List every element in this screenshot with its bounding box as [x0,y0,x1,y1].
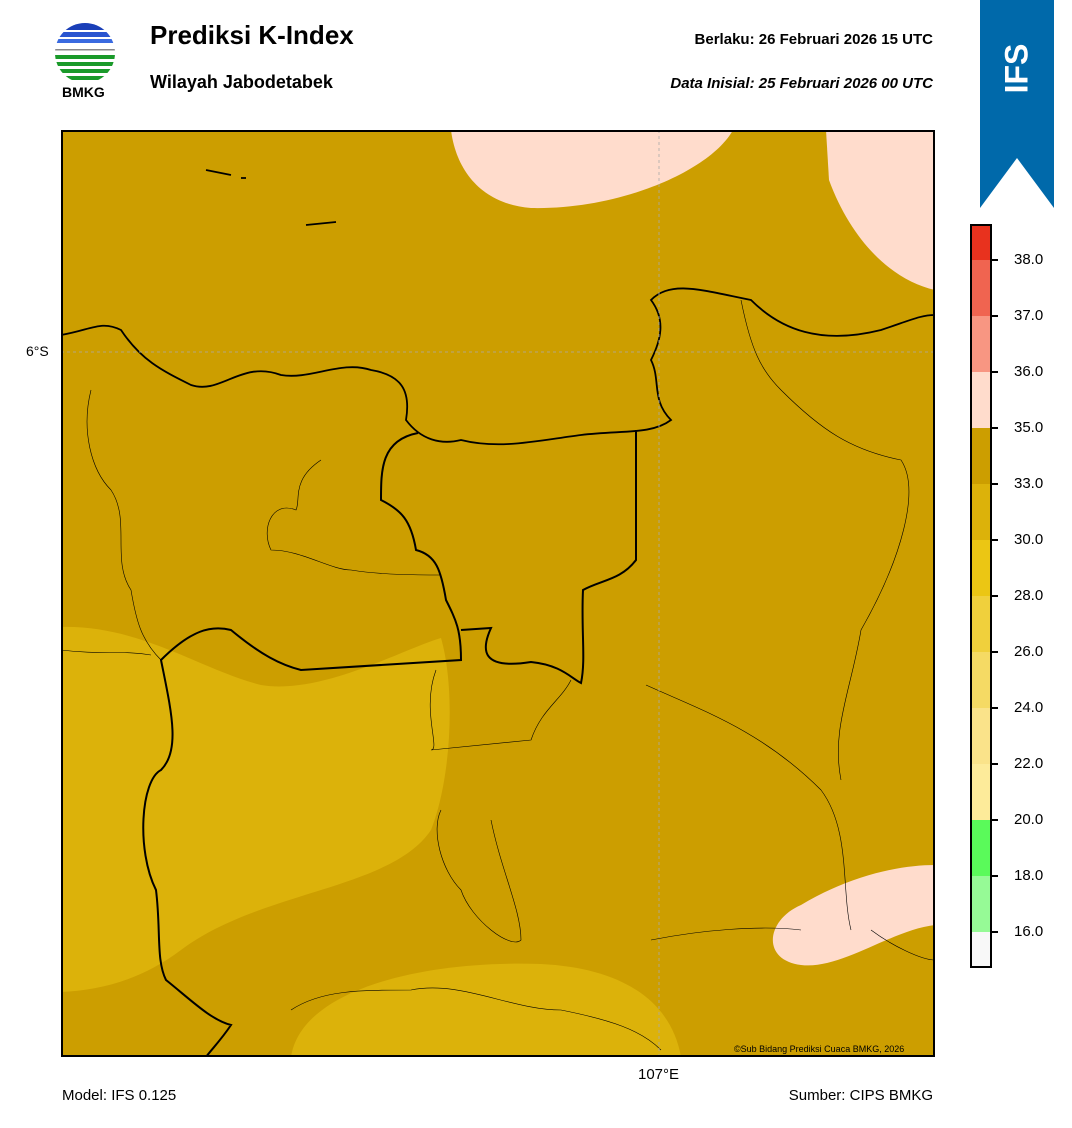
k-index-map [61,130,935,1057]
colorbar-tick [990,763,998,765]
colorbar-tick [990,707,998,709]
colorbar-tick-label: 33.0 [1014,475,1044,492]
colorbar-tick-label: 36.0 [1014,363,1044,380]
colorbar-swatch [972,764,990,820]
class-30-33-area-west [61,626,450,992]
colorbar-tick-label: 28.0 [1014,587,1044,604]
colorbar-swatch [972,540,990,596]
class-35-36-area-northeast [826,130,935,290]
colorbar-tick [990,259,998,261]
colorbar-tick [990,539,998,541]
colorbar-tick-label: 16.0 [1014,923,1044,940]
colorbar-swatch [972,596,990,652]
colorbar-tick-label: 35.0 [1014,419,1044,436]
colorbar-tick-label: 38.0 [1014,251,1044,268]
colorbar-tick-label: 37.0 [1014,307,1044,324]
colorbar-tick-label: 20.0 [1014,811,1044,828]
colorbar-tick [990,371,998,373]
colorbar-tick [990,315,998,317]
colorbar-tick [990,483,998,485]
colorbar-swatch [972,484,990,540]
valid-time: Berlaku: 26 Februari 2026 15 UTC [694,31,933,48]
class-30-33-area-south [291,963,681,1057]
ifs-ribbon [980,0,1054,208]
colorbar [970,224,992,968]
colorbar-swatch [972,372,990,428]
colorbar-tick [990,427,998,429]
province-border [142,430,637,1057]
ifs-badge: IFS [998,43,1035,94]
map-frame [61,130,935,1057]
colorbar-swatch [972,260,990,316]
logo-text: BMKG [62,84,105,100]
class-35-36-area-southeast [772,865,935,966]
colorbar-swatch [972,708,990,764]
graticule [61,130,935,1057]
regency-borders [61,299,935,1051]
class-35-36-area-north [451,130,733,209]
colorbar-swatch [972,932,990,966]
colorbar-swatch [972,820,990,876]
colorbar-tick-label: 30.0 [1014,531,1044,548]
colorbar-swatch [972,876,990,932]
colorbar-swatch [972,652,990,708]
colorbar-swatch [972,226,990,260]
colorbar-tick-label: 24.0 [1014,699,1044,716]
latitude-label: 6°S [26,343,49,359]
colorbar-tick [990,819,998,821]
colorbar-tick-label: 26.0 [1014,643,1044,660]
bmkg-logo [55,23,115,80]
page-subtitle: Wilayah Jabodetabek [150,72,333,92]
colorbar-tick [990,651,998,653]
coastline [61,169,935,446]
initial-time: Data Inisial: 25 Februari 2026 00 UTC [670,75,933,92]
copyright: ©Sub Bidang Prediksi Cuaca BMKG, 2026 [734,1044,905,1054]
model-label: Model: IFS 0.125 [62,1087,177,1104]
longitude-label: 107°E [638,1066,680,1083]
colorbar-tick [990,875,998,877]
page-title: Prediksi K-Index [150,20,354,50]
colorbar-tick-label: 22.0 [1014,755,1044,772]
colorbar-tick [990,595,998,597]
colorbar-swatch [972,316,990,372]
source-label: Sumber: CIPS BMKG [788,1087,933,1104]
colorbar-swatch [972,428,990,484]
colorbar-tick [990,931,998,933]
colorbar-tick-label: 18.0 [1014,867,1044,884]
